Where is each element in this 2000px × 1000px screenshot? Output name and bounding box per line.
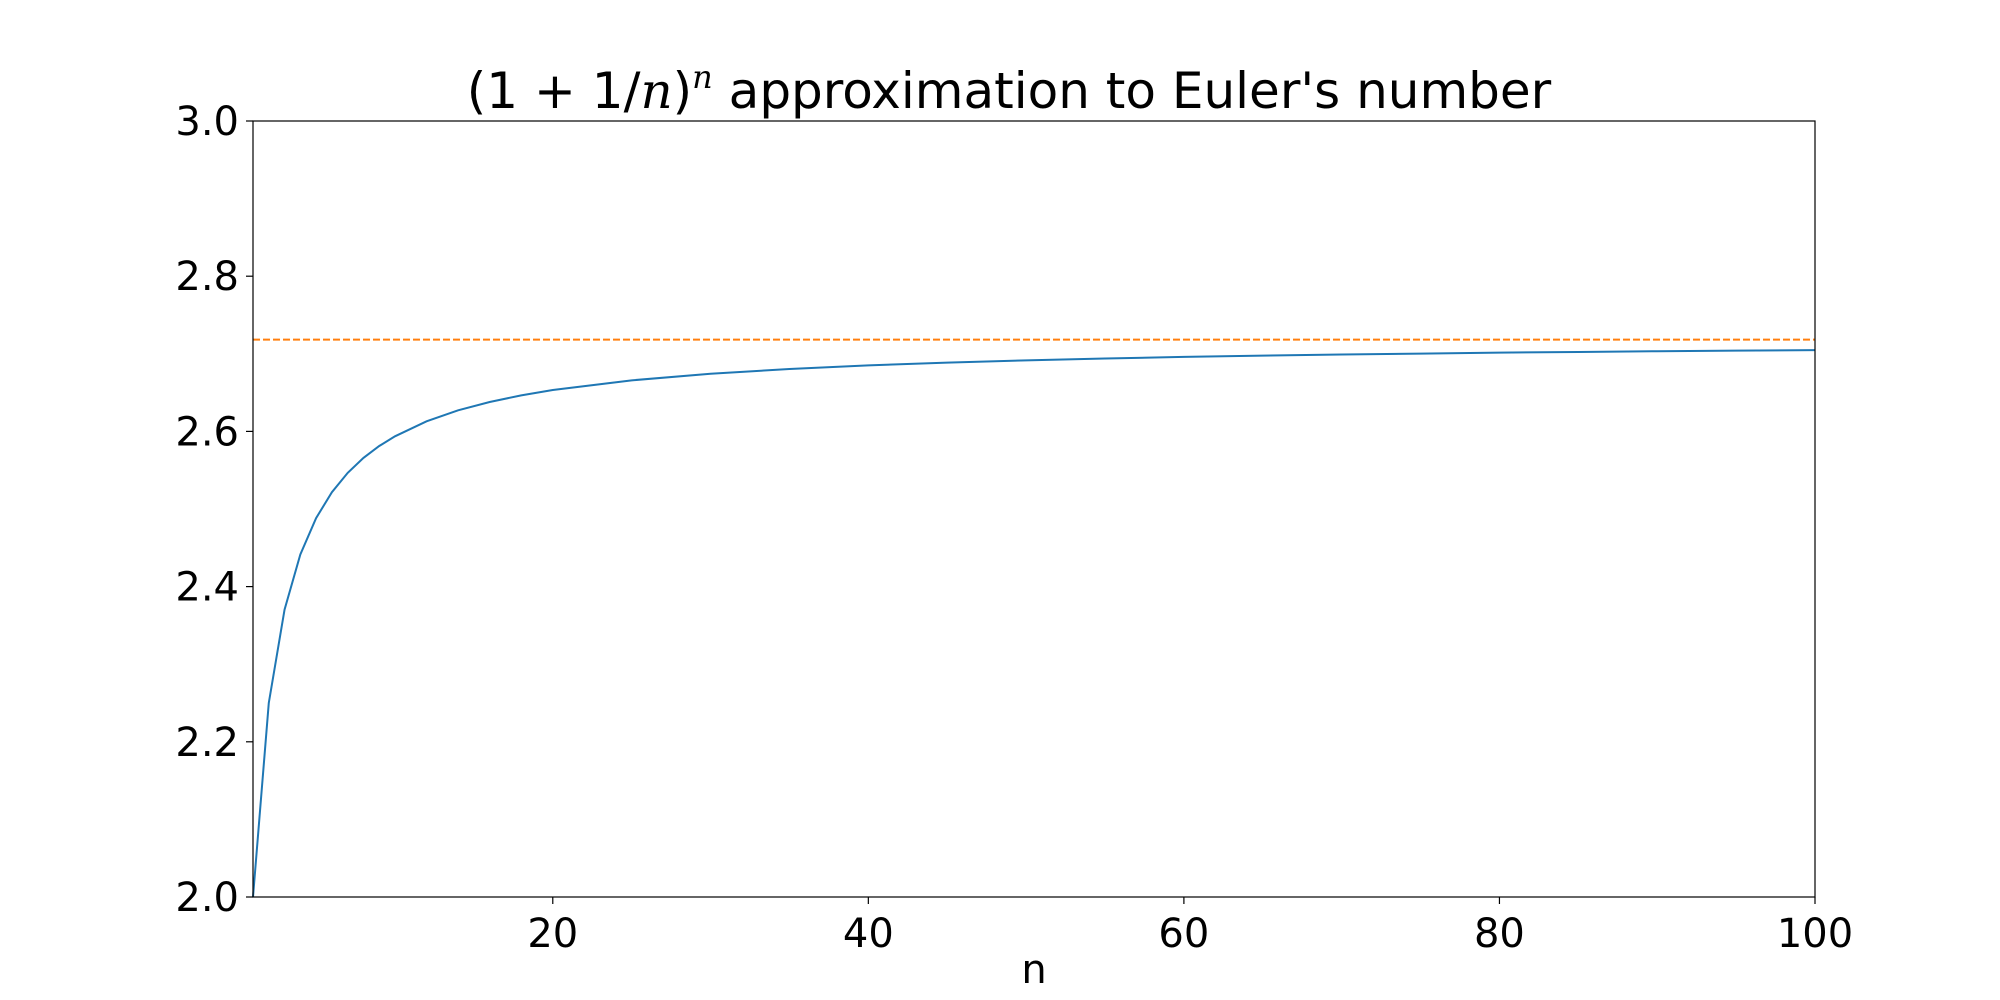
title-math-superscript: n bbox=[692, 58, 713, 96]
chart-title: (1 + 1/n)n approximation to Euler's numb… bbox=[467, 58, 1552, 120]
series-line bbox=[252, 349, 1816, 898]
title-text: approximation to Euler's number bbox=[713, 62, 1552, 120]
y-tick-label: 2.0 bbox=[175, 875, 239, 921]
x-axis-label: n bbox=[1021, 947, 1046, 993]
y-tick-label: 2.2 bbox=[175, 720, 239, 766]
plot-frame bbox=[252, 120, 1816, 898]
y-tick-label: 2.4 bbox=[175, 565, 239, 611]
x-tick-label: 20 bbox=[527, 911, 578, 957]
y-tick-label: 2.8 bbox=[175, 254, 239, 300]
series-layer bbox=[252, 338, 1816, 898]
title-math-close: ) bbox=[673, 62, 693, 120]
y-tick-label: 3.0 bbox=[175, 99, 239, 145]
x-tick-label: 60 bbox=[1158, 911, 1209, 957]
title-math-open: (1 + 1/ bbox=[467, 62, 641, 120]
title-math-var: n bbox=[640, 62, 672, 120]
y-tick-label: 2.6 bbox=[175, 409, 239, 455]
x-tick-label: 80 bbox=[1474, 911, 1525, 957]
x-tick-label: 100 bbox=[1777, 911, 1853, 957]
ticks-layer: 20 40 60 80 100 2.0 2.2 2.4 2.6 2.8 3.0 bbox=[175, 99, 1853, 957]
x-tick-label: 40 bbox=[843, 911, 894, 957]
